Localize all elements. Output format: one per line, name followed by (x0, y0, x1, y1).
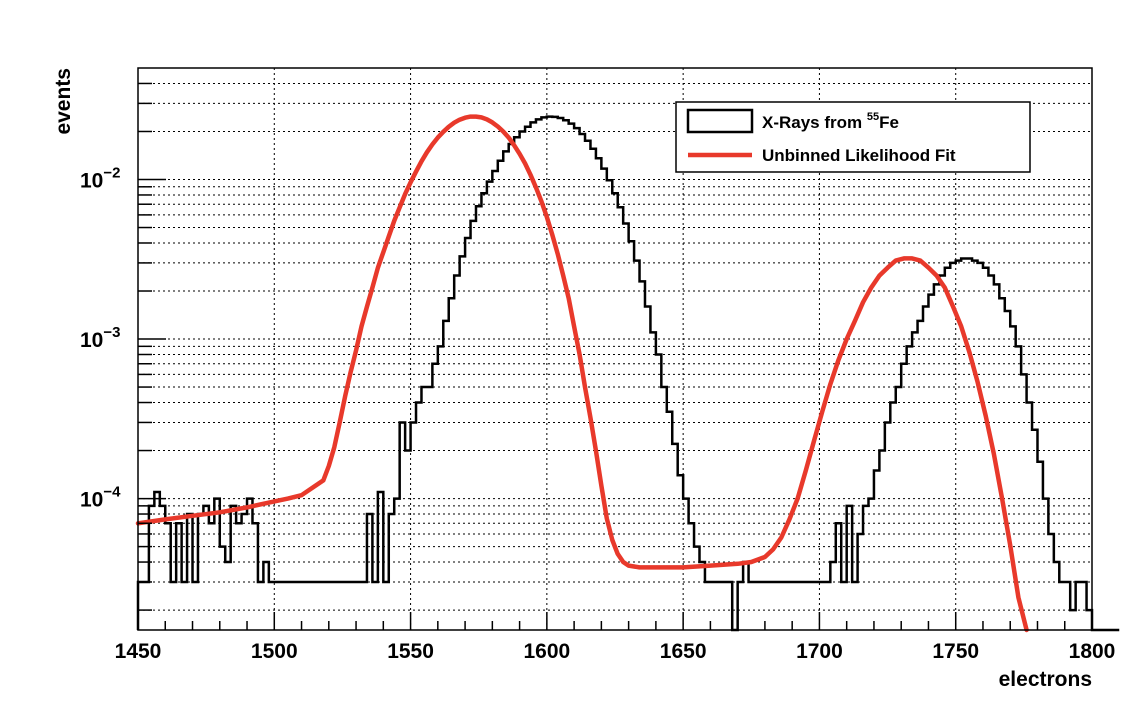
histogram-series (136, 115, 1120, 632)
y-tick-label: 10−4 (80, 484, 121, 512)
x-tick-label: 1500 (251, 640, 298, 663)
legend-box (675, 101, 1031, 173)
y-axis-title: events (52, 68, 75, 135)
x-tick-label: 1800 (1069, 640, 1116, 663)
axes: 1450 1500 1550 1600 1650 1700 1750 1800 10−4 10−3… (80, 67, 1116, 663)
x-tick-label: 1700 (796, 640, 843, 663)
x-tick-label: 1450 (115, 640, 162, 663)
legend-isotope-symbol: Fe (879, 113, 899, 132)
legend-isotope-mass: 55 (867, 111, 879, 123)
legend-histogram-swatch (686, 108, 754, 134)
x-tick-label: 1650 (660, 640, 707, 663)
x-tick-label: 1600 (523, 640, 570, 663)
legend: X-Rays from 55Fe Unbinned Likelihood Fit (675, 101, 1031, 173)
plot-area (135, 114, 1120, 633)
legend-fit-label: Unbinned Likelihood Fit (762, 146, 956, 165)
x-tick-label: 1750 (932, 640, 979, 663)
y-tick-label: 10−3 (80, 324, 120, 352)
x-axis-title: electrons (999, 668, 1092, 691)
plot-frame (137, 67, 1093, 631)
fit-series (135, 114, 1029, 633)
legend-histogram-label: X-Rays from 55Fe (762, 111, 899, 132)
x-tick-label: 1550 (387, 640, 434, 663)
y-tick-label: 10−2 (80, 165, 120, 193)
